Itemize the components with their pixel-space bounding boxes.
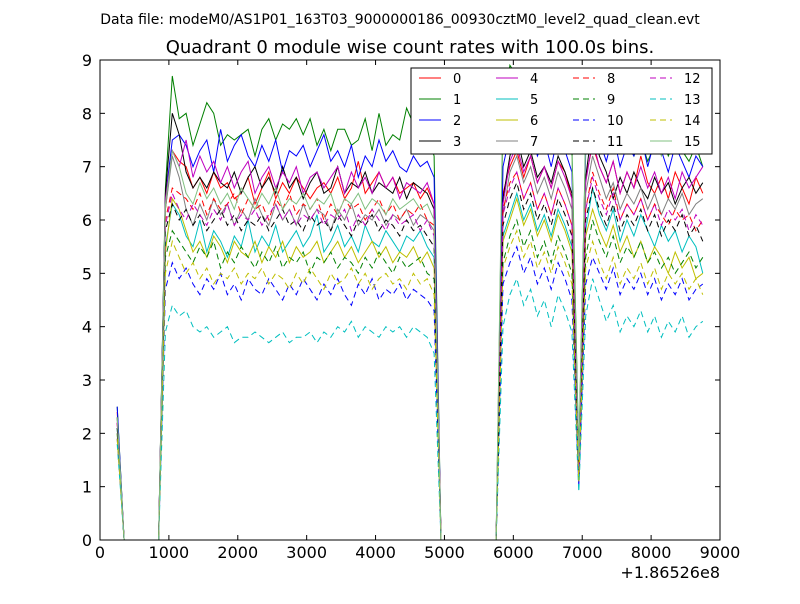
- x-tick-label: 2000: [217, 543, 258, 562]
- y-tick-label: 0: [82, 531, 92, 550]
- y-tick-label: 5: [82, 264, 92, 283]
- series-line-6: [116, 196, 704, 541]
- legend-label-4: 4: [530, 72, 538, 87]
- series-line-14: [116, 229, 704, 541]
- legend-box: [410, 67, 713, 155]
- y-tick-label: 7: [82, 158, 92, 177]
- y-tick-label: 8: [82, 104, 92, 123]
- x-tick-label: 3000: [286, 543, 327, 562]
- y-tick-label: 6: [82, 211, 92, 230]
- legend-label-7: 7: [530, 135, 538, 150]
- chart-title: Quadrant 0 module wise count rates with …: [166, 37, 655, 58]
- series-line-7: [116, 154, 704, 541]
- plot-frame: [99, 59, 721, 541]
- series-line-10: [116, 245, 704, 541]
- series-line-4: [116, 139, 704, 541]
- legend-label-9: 9: [607, 93, 615, 108]
- legend-label-8: 8: [607, 72, 615, 87]
- legend-label-10: 10: [607, 114, 624, 129]
- series-line-13: [116, 277, 704, 541]
- legend-label-6: 6: [530, 114, 538, 129]
- x-offset-label: +1.86526e8: [620, 563, 720, 582]
- x-tick-label: 0: [95, 543, 105, 562]
- series-line-0: [116, 143, 704, 541]
- figure-suptitle: Data file: modeM0/AS1P01_163T03_90000001…: [100, 12, 700, 28]
- series-line-9: [116, 218, 704, 541]
- x-tick-label: 7000: [562, 543, 603, 562]
- legend-label-5: 5: [530, 93, 538, 108]
- series-line-5: [116, 187, 704, 541]
- x-tick-label: 5000: [424, 543, 465, 562]
- x-tick-label: 8000: [631, 543, 672, 562]
- x-tick-label: 6000: [493, 543, 534, 562]
- y-tick-label: 1: [82, 478, 92, 497]
- x-tick-label: 1000: [149, 543, 190, 562]
- legend-label-3: 3: [453, 135, 461, 150]
- y-tick-label: 2: [82, 424, 92, 443]
- legend-label-2: 2: [453, 114, 461, 129]
- legend-label-15: 15: [684, 135, 701, 150]
- x-tick-label: 4000: [355, 543, 396, 562]
- legend-label-14: 14: [684, 114, 701, 129]
- legend-label-12: 12: [684, 72, 701, 87]
- series-layer: [116, 63, 704, 541]
- y-tick-label: 3: [82, 371, 92, 390]
- x-tick-label: 9000: [700, 543, 741, 562]
- legend-label-11: 11: [607, 135, 624, 150]
- legend-label-0: 0: [453, 72, 461, 87]
- series-line-12: [116, 170, 704, 541]
- series-line-8: [116, 170, 704, 541]
- series-line-11: [116, 181, 704, 541]
- series-line-3: [116, 113, 704, 541]
- y-tick-label: 9: [82, 51, 92, 70]
- ticks-layer: 0 1000 2000 3000 4000 5000 6000 7000 8000 9000012…: [82, 51, 741, 562]
- legend-label-1: 1: [453, 93, 461, 108]
- y-tick-label: 4: [82, 318, 92, 337]
- legend-label-13: 13: [684, 93, 701, 108]
